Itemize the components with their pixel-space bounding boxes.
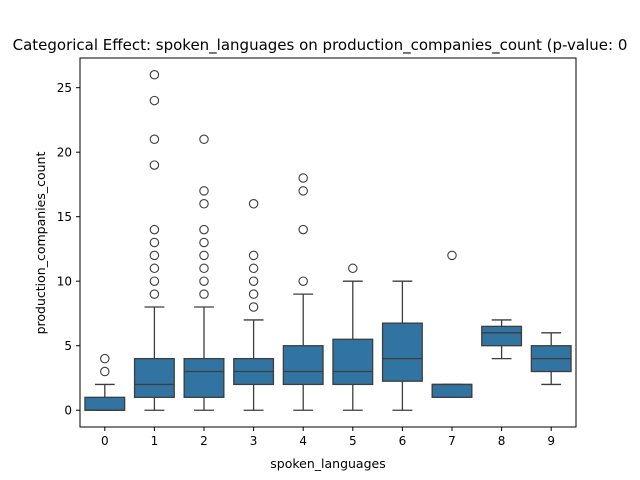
outlier-point [149,95,160,106]
x-tick-label: 5 [349,434,357,448]
x-tick-label: 1 [151,434,159,448]
outlier-point [199,199,209,209]
outlier-point [149,263,160,274]
x-tick-label: 8 [498,434,506,448]
x-tick-label: 7 [448,434,456,448]
y-tick-label: 0 [64,404,72,418]
outlier-point [298,224,308,235]
box-iqr [133,357,175,398]
y-tick-label: 15 [57,210,72,224]
outlier-point [248,250,259,261]
y-axis-label: production_companies_count [33,152,48,335]
outlier-point [348,263,358,274]
x-tick-label: 6 [399,434,407,448]
outlier-point [100,366,110,377]
outlier-point [149,134,160,145]
y-tick-label: 5 [64,339,72,353]
outlier-point [199,289,209,299]
outlier-point [248,302,259,312]
box-group-3 [233,199,275,411]
chart-title: Categorical Effect: spoken_languages on … [13,36,628,55]
outlier-point [447,250,457,261]
outlier-point [149,160,160,170]
outlier-point [298,173,308,183]
box-group-4 [282,173,324,411]
outlier-point [149,237,160,248]
y-tick-label: 20 [57,146,72,160]
outlier-point [248,263,259,274]
box-iqr [183,357,225,398]
outlier-point [199,237,209,248]
outlier-point [298,186,308,196]
box-group-9 [530,332,572,386]
x-axis: 0 1 2 3 4 5 6 7 8 9 [101,427,555,448]
x-tick-label: 2 [200,434,208,448]
box-iqr [431,383,473,398]
outlier-point [149,289,160,299]
x-tick-label: 3 [250,434,258,448]
box-iqr [332,338,374,386]
box-group-7 [431,250,473,398]
outlier-point [248,276,259,286]
x-tick-label: 9 [547,434,555,448]
box-iqr [84,396,126,411]
axes-frame [79,57,577,428]
box-iqr [381,322,423,382]
outlier-point [199,224,209,235]
y-axis: 0 5 10 15 20 25 [57,81,80,418]
outlier-point [149,224,160,235]
outlier-point [199,263,209,274]
y-tick-label: 10 [57,275,72,289]
box-group-5 [332,263,374,411]
outlier-point [248,199,259,209]
outlier-point [149,250,160,261]
y-tick-label: 25 [57,81,72,95]
box-group-6 [381,280,423,411]
x-tick-label: 0 [101,434,109,448]
outlier-point [199,276,209,286]
outlier-point [149,70,160,80]
outlier-point [298,276,308,286]
plot-area [84,70,572,411]
x-tick-label: 4 [299,434,307,448]
outlier-point [199,250,209,261]
box-group-0 [84,353,126,411]
x-axis-label: spoken_languages [270,456,385,471]
outlier-point [149,276,160,286]
box-group-8 [481,319,523,360]
outlier-point [199,134,209,145]
box-iqr [282,345,324,386]
outlier-point [100,353,110,364]
box-group-2 [183,134,225,411]
outlier-point [248,289,259,299]
box-group-1 [133,70,175,411]
outlier-point [199,186,209,196]
box-iqr [481,325,523,347]
